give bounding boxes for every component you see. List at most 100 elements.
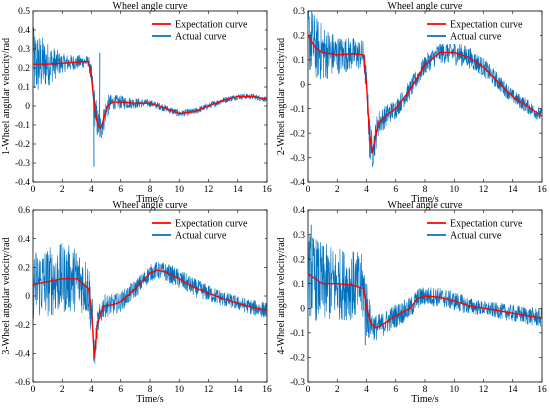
x-tick-label: 14 <box>233 185 243 195</box>
y-axis-label: 3-Wheel angular velocity/rad <box>1 237 12 354</box>
x-tick-label: 14 <box>508 385 518 395</box>
x-tick-label: 2 <box>60 385 65 395</box>
plot-area <box>308 224 542 346</box>
x-tick-label: 10 <box>450 185 460 195</box>
y-tick-label: 0 <box>25 102 30 112</box>
expectation-curve <box>33 269 267 359</box>
x-tick-label: 4 <box>89 385 94 395</box>
y-tick-label: -0.1 <box>15 121 30 131</box>
legend-box <box>422 215 540 243</box>
y-tick-label: 0.1 <box>293 56 305 66</box>
chart-panel-1: 0 2 4 6 8 10 12 14 16 -0.4 -0.3 -0.2 -0.1 0 0.1 0.2 0.3 0… <box>1 1 272 205</box>
y-tick-label: 0.3 <box>18 45 30 55</box>
x-tick-label: 6 <box>393 185 398 195</box>
actual-curve <box>33 243 267 365</box>
legend-label: Expectation curve <box>450 20 523 31</box>
x-tick-label: 0 <box>306 385 311 395</box>
plot-area <box>308 11 542 168</box>
x-tick-label: 16 <box>537 185 547 195</box>
y-tick-label: -0.2 <box>290 354 305 364</box>
chart-panel-4: 0 2 4 6 8 10 12 14 16 -0.3 -0.2 -0.1 0 0.1 0.2 0.3 0.4 Wh… <box>276 200 547 405</box>
y-tick-label: -0.1 <box>290 105 305 115</box>
x-axis-label: Time/s <box>136 394 164 405</box>
expectation-curve <box>308 35 542 154</box>
legend-label: Expectation curve <box>175 20 248 31</box>
x-tick-label: 14 <box>508 185 518 195</box>
actual-curve <box>308 235 542 341</box>
legend-label: Actual curve <box>175 32 227 43</box>
x-tick-label: 14 <box>233 385 243 395</box>
legend-box <box>422 16 540 44</box>
x-axis-label: Time/s <box>411 194 439 205</box>
x-tick-label: 10 <box>175 185 185 195</box>
chart-title: Wheel angle curve <box>113 1 189 12</box>
y-tick-label: 0.4 <box>18 26 30 36</box>
x-tick-label: 8 <box>423 385 428 395</box>
y-tick-label: -0.3 <box>290 154 305 164</box>
x-tick-label: 8 <box>423 185 428 195</box>
actual-curve <box>308 11 542 168</box>
x-axis-label: Time/s <box>136 194 164 205</box>
y-tick-label: 0.6 <box>18 206 30 216</box>
legend-label: Actual curve <box>175 231 227 242</box>
x-tick-label: 16 <box>262 185 272 195</box>
y-tick-label: 0.2 <box>293 32 305 42</box>
x-tick-label: 12 <box>204 385 214 395</box>
legend-label: Expectation curve <box>450 219 523 230</box>
y-tick-label: 0.5 <box>18 7 30 17</box>
y-axis-label: 1-Wheel angular velocity/rad <box>1 38 12 155</box>
y-tick-label: 0.4 <box>18 235 30 245</box>
y-tick-label: 0.2 <box>293 255 305 265</box>
chart-panel-3: 0 2 4 6 8 10 12 14 16 -0.6 -0.4 -0.2 0 0.2 0.4 0.6 Wheel… <box>1 200 272 405</box>
y-tick-label: 0.1 <box>18 83 30 93</box>
y-tick-label: 0.2 <box>18 64 30 74</box>
legend-label: Expectation curve <box>175 219 248 230</box>
y-axis-label: 2-Wheel angular velocity/rad <box>276 38 287 155</box>
x-tick-label: 8 <box>148 385 153 395</box>
x-tick-label: 16 <box>262 385 272 395</box>
y-axis-label: 4-Wheel angular velocity/rad <box>276 237 287 354</box>
y-tick-label: -0.1 <box>290 329 305 339</box>
x-tick-label: 4 <box>89 185 94 195</box>
y-tick-label: -0.4 <box>290 178 305 188</box>
x-tick-label: 4 <box>364 385 369 395</box>
x-tick-label: 10 <box>175 385 185 395</box>
x-tick-label: 12 <box>204 185 214 195</box>
legend-label: Actual curve <box>450 32 502 43</box>
expectation-curve <box>33 60 267 130</box>
y-tick-label: 0.3 <box>293 231 305 241</box>
x-tick-label: 2 <box>60 185 65 195</box>
x-tick-label: 6 <box>118 385 123 395</box>
chart-title: Wheel angle curve <box>113 200 189 211</box>
y-tick-label: 0.2 <box>18 264 30 274</box>
x-tick-label: 4 <box>364 185 369 195</box>
x-tick-label: 16 <box>537 385 547 395</box>
x-tick-label: 6 <box>118 185 123 195</box>
legend-label: Actual curve <box>450 231 502 242</box>
y-tick-label: -0.4 <box>15 350 30 360</box>
y-tick-label: 0 <box>300 80 305 90</box>
y-tick-label: 0 <box>25 292 30 302</box>
x-tick-label: 12 <box>479 185 489 195</box>
y-tick-label: -0.3 <box>290 378 305 388</box>
y-tick-label: -0.3 <box>15 159 30 169</box>
x-tick-label: 0 <box>31 185 36 195</box>
chart-title: Wheel angle curve <box>388 200 464 211</box>
plot-area <box>33 27 267 167</box>
x-tick-label: 10 <box>450 385 460 395</box>
y-tick-label: 0 <box>300 304 305 314</box>
chart-panel-2: 0 2 4 6 8 10 12 14 16 -0.4 -0.3 -0.2 -0.1 0 0.1 0.2 0.3 W… <box>276 1 547 205</box>
chart-title: Wheel angle curve <box>388 1 464 12</box>
y-tick-label: -0.4 <box>15 178 30 188</box>
y-tick-label: 0.3 <box>293 7 305 17</box>
y-tick-label: -0.2 <box>290 129 305 139</box>
expectation-curve <box>308 273 542 329</box>
plot-area <box>33 243 267 365</box>
y-tick-label: -0.6 <box>15 378 30 388</box>
x-tick-label: 2 <box>335 185 340 195</box>
y-tick-label: 0.4 <box>293 206 305 216</box>
